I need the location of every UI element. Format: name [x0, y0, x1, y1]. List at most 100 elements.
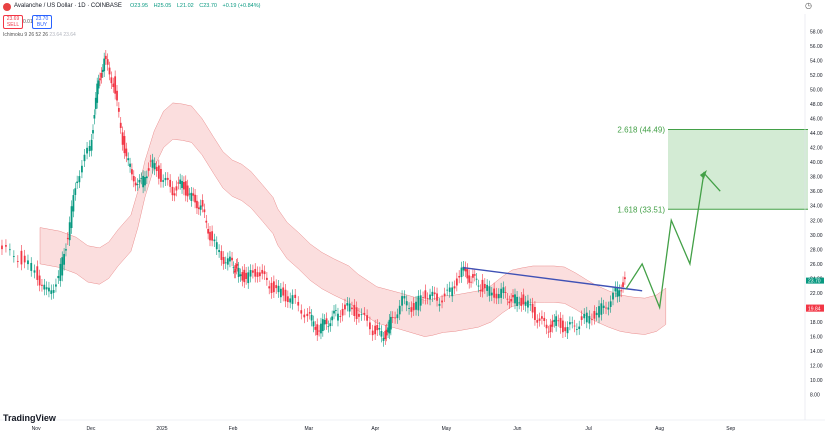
- candle-body: [376, 324, 379, 331]
- candle-body: [169, 179, 172, 187]
- candle-body: [585, 312, 588, 323]
- candle-body: [502, 287, 505, 294]
- indicator-value-2: 23.64: [63, 32, 76, 38]
- candle-body: [213, 239, 216, 242]
- candle-body: [147, 168, 150, 171]
- candle-body: [233, 271, 236, 273]
- candle-body: [45, 287, 48, 290]
- y-tick-label: 48.00: [810, 102, 823, 108]
- y-tick-label: 14.00: [810, 349, 823, 355]
- candle-body: [199, 205, 202, 210]
- candle-body: [96, 83, 99, 103]
- candle-body: [103, 58, 106, 72]
- candle-body: [153, 163, 156, 170]
- candle-body: [504, 292, 507, 293]
- ohlc-high: H25.05: [153, 3, 172, 9]
- candle-body: [468, 275, 471, 283]
- candle-body: [605, 307, 607, 309]
- candle-body: [614, 287, 617, 292]
- candle-body: [226, 258, 229, 265]
- buy-button[interactable]: 23.70 BUY: [32, 15, 52, 29]
- candle-body: [408, 308, 410, 309]
- candle-body: [593, 311, 596, 319]
- candle-body: [104, 55, 107, 60]
- candle-body: [388, 319, 391, 334]
- candle-body: [48, 287, 50, 292]
- candle-body: [455, 278, 458, 286]
- candle-body: [127, 158, 130, 161]
- candle-body: [33, 270, 36, 273]
- candle-body: [136, 184, 139, 186]
- candle-body: [333, 310, 335, 314]
- ohlc-low: L21.02: [176, 3, 194, 9]
- candle-body: [97, 80, 100, 89]
- candle-body: [575, 329, 578, 330]
- y-tick-label: 8.00: [810, 393, 820, 399]
- price-tag: [806, 277, 824, 284]
- buy-label: BUY: [36, 22, 48, 28]
- candle-body: [506, 298, 509, 300]
- y-tick-label: 46.00: [810, 117, 823, 123]
- candle-body: [83, 154, 86, 162]
- candle-body: [387, 327, 389, 333]
- candle-body: [70, 206, 73, 229]
- candle-body: [119, 122, 122, 128]
- y-tick-label: 16.00: [810, 335, 823, 341]
- candle-body: [431, 291, 434, 297]
- sell-price: 23.69: [6, 16, 20, 22]
- x-tick-label: 2025: [156, 426, 167, 432]
- candle-body: [90, 139, 93, 151]
- candle-body: [297, 301, 300, 306]
- candle-body: [36, 266, 39, 280]
- y-tick-label: 56.00: [810, 44, 823, 50]
- fib-level-label: 2.618 (44.49): [617, 125, 665, 134]
- candle-body: [142, 175, 145, 188]
- candle-body: [76, 181, 79, 184]
- candle-body: [348, 303, 351, 312]
- indicator-legend[interactable]: Ichimoku 9 26 52 26 23.64 23.64: [3, 32, 76, 38]
- alarm-clock-icon[interactable]: ◷: [805, 1, 812, 10]
- candle-body: [157, 165, 160, 179]
- candle-body: [443, 293, 446, 297]
- sell-button[interactable]: 23.69 SELL: [3, 15, 23, 29]
- candle-body: [396, 314, 399, 319]
- candle-body: [327, 326, 330, 328]
- candle-body: [477, 285, 480, 287]
- candle-body: [410, 307, 413, 312]
- tradingview-logo: TradingView: [3, 413, 56, 423]
- candle-body: [123, 136, 126, 154]
- candle-body: [323, 319, 326, 325]
- candle-body: [568, 322, 571, 325]
- candle-body: [41, 284, 43, 286]
- candle-body: [277, 285, 280, 293]
- candle-body: [531, 303, 534, 313]
- candle-body: [177, 182, 180, 184]
- candle-body: [50, 290, 53, 294]
- candle-body: [196, 200, 198, 209]
- candle-body: [220, 251, 223, 260]
- candle-body: [458, 275, 461, 278]
- candle-body: [232, 267, 235, 269]
- candle-body: [495, 293, 498, 299]
- candle-body: [160, 168, 162, 182]
- candle-body: [441, 300, 443, 303]
- candle-body: [612, 292, 614, 300]
- candle-body: [23, 255, 26, 263]
- candle-body: [536, 320, 539, 323]
- candle-body: [65, 249, 67, 251]
- candle-body: [616, 287, 619, 297]
- candle-body: [493, 288, 496, 298]
- candle-body: [426, 298, 429, 299]
- candle-body: [394, 317, 396, 319]
- candle-body: [74, 188, 77, 195]
- candle-body: [475, 278, 478, 280]
- candle-body: [602, 305, 605, 309]
- x-tick-label: Aug: [655, 426, 664, 432]
- candle-body: [516, 296, 518, 307]
- candle-body: [27, 260, 29, 265]
- symbol-title[interactable]: Avalanche / US Dollar · 1D · COINBASE: [14, 3, 122, 9]
- candle-body: [405, 301, 408, 306]
- candle-body: [249, 270, 252, 277]
- candle-body: [100, 72, 103, 78]
